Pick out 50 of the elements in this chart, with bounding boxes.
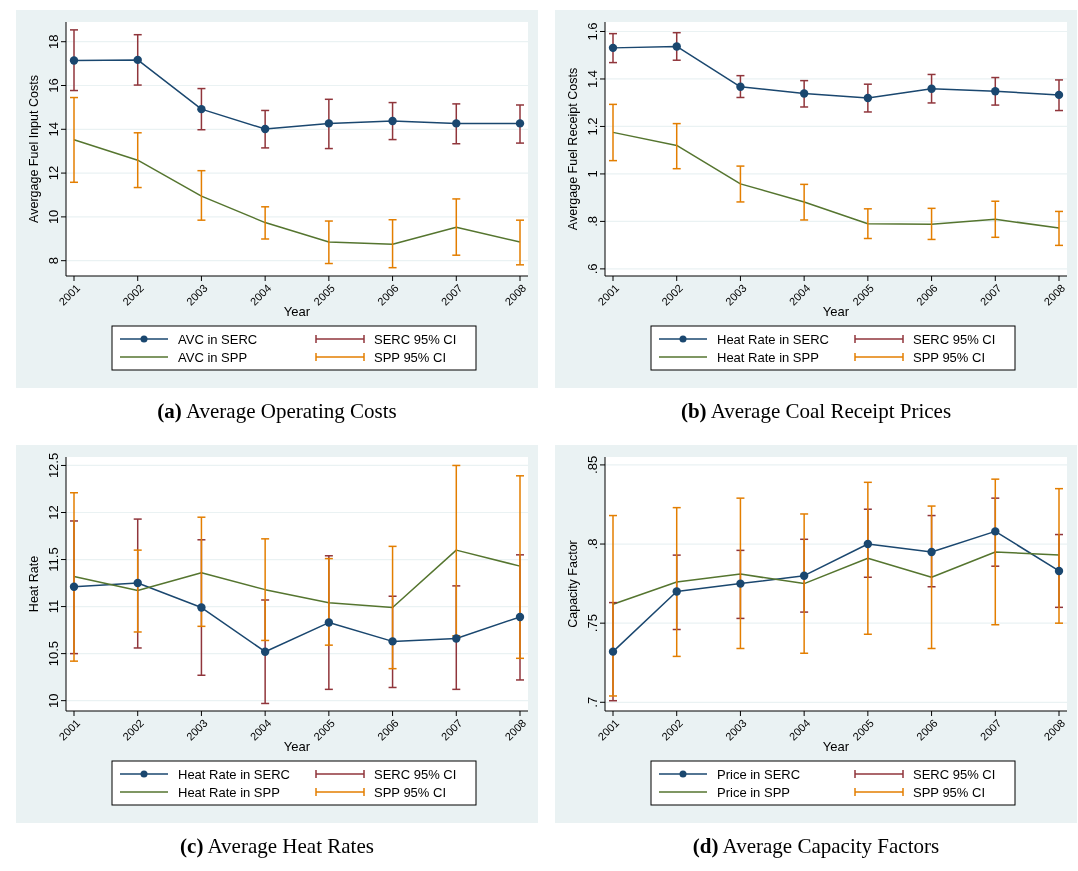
y-tick-label: 11 bbox=[46, 599, 61, 614]
y-tick-label: .6 bbox=[585, 263, 600, 275]
y-axis-title: Avergage Fuel Receipt Costs bbox=[566, 67, 580, 231]
y-tick-label: .7 bbox=[585, 696, 600, 708]
text: SPP 95% CI bbox=[913, 784, 986, 800]
y-tick-label: 12.5 bbox=[46, 452, 61, 479]
y-tick-label: 10 bbox=[46, 209, 61, 225]
y-tick-label: .75 bbox=[585, 614, 600, 633]
legend-label: Heat Rate in SERC bbox=[178, 766, 290, 782]
legend-label: Price in SERC bbox=[717, 766, 801, 782]
legend-label: Price in SPP bbox=[717, 784, 790, 800]
y-tick-label: 12 bbox=[46, 505, 61, 520]
text: SERC 95% CI bbox=[374, 331, 457, 347]
y-tick-label: 1.6 bbox=[585, 22, 600, 41]
text: (a) Average Operating Costs bbox=[157, 399, 397, 423]
text: SPP 95% CI bbox=[374, 349, 447, 365]
text: SERC 95% CI bbox=[374, 766, 457, 782]
y-axis-title: Heat Rate bbox=[27, 555, 41, 613]
x-axis-title: Year bbox=[822, 739, 850, 754]
y-tick-label: 1.4 bbox=[585, 69, 600, 89]
y-axis-title: Capacity Factor bbox=[566, 540, 580, 628]
y-tick-label: .8 bbox=[585, 538, 600, 550]
x-axis-title: Year bbox=[822, 304, 850, 319]
y-tick-label: 10.5 bbox=[46, 640, 61, 667]
y-tick-label: 8 bbox=[46, 257, 61, 265]
y-tick-label: .8 bbox=[585, 215, 600, 227]
text: (c) Average Heat Rates bbox=[180, 834, 374, 858]
y-tick-label: 11.5 bbox=[46, 547, 61, 572]
legend-label: Heat Rate in SPP bbox=[178, 784, 280, 800]
y-tick-label: 1 bbox=[585, 170, 600, 178]
text: SERC 95% CI bbox=[913, 766, 996, 782]
y-tick-label: 14 bbox=[46, 122, 61, 137]
text: (d) Average Capacity Factors bbox=[692, 834, 940, 858]
legend-label: AVC in SPP bbox=[178, 349, 248, 365]
y-tick-label: 1.2 bbox=[585, 117, 600, 136]
y-tick-label: 16 bbox=[46, 78, 61, 93]
y-tick-label: 18 bbox=[46, 34, 61, 49]
legend-label: AVC in SERC bbox=[178, 331, 258, 347]
legend-label: Heat Rate in SPP bbox=[717, 349, 819, 365]
text: SPP 95% CI bbox=[374, 784, 447, 800]
text: SPP 95% CI bbox=[913, 349, 986, 365]
text: (b) Average Coal Receipt Prices bbox=[680, 399, 952, 423]
x-axis-title: Year bbox=[283, 739, 311, 754]
x-axis-title: Year bbox=[283, 304, 311, 319]
text: SERC 95% CI bbox=[913, 331, 996, 347]
y-axis-title: Avergage Fuel Input Costs bbox=[27, 75, 41, 223]
y-tick-label: .85 bbox=[585, 455, 600, 474]
y-tick-label: 10 bbox=[46, 693, 61, 708]
y-tick-label: 12 bbox=[46, 165, 61, 181]
legend-label: Heat Rate in SERC bbox=[717, 331, 829, 347]
